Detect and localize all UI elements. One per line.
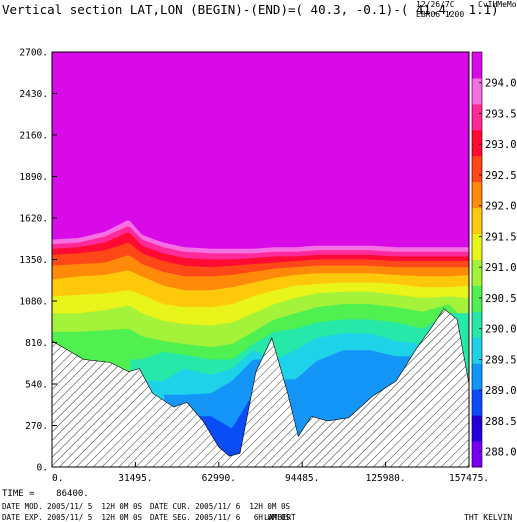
footer-time: TIME = 86400. <box>2 489 89 499</box>
colorbar-swatch <box>472 129 482 157</box>
y-tick-label: 1080. <box>19 297 48 308</box>
y-tick-label: 0. <box>37 463 48 474</box>
x-tick-label: 94485. <box>285 473 319 484</box>
colorbar-swatch <box>472 233 482 260</box>
x-tick-label: 31495. <box>118 473 152 484</box>
chart-title: Vertical section LAT,LON (BEGIN)-(END)=(… <box>2 2 499 17</box>
footer-projection: LAMBERT <box>264 513 296 522</box>
model-version: CvIHMeMos <box>478 0 517 9</box>
y-tick-label: 270. <box>25 421 48 432</box>
footer-date-mod: DATE MOD. 2005/11/ 5 12H 0M 0S <box>2 502 142 511</box>
y-tick-label: 1350. <box>19 255 48 266</box>
colorbar-swatch <box>472 285 482 312</box>
colorbar-swatch <box>472 337 482 364</box>
colorbar-swatch <box>472 77 482 105</box>
colorbar-label: 290.0 <box>485 324 517 336</box>
y-axis: 0. 270. 540. 810. 1080. 1350. 1620. 1890. 2160. 2… <box>19 48 57 474</box>
colorbar-label: 294.0 <box>485 78 517 90</box>
footer-variable: THT KELVIN <box>464 513 513 522</box>
y-tick-label: 1620. <box>19 214 48 225</box>
colorbar-label: 289.0 <box>485 385 517 397</box>
colorbar-swatch <box>472 389 482 416</box>
colorbar-swatch <box>472 207 482 235</box>
colorbar-swatch <box>472 181 482 209</box>
terrain-hatch <box>52 308 469 467</box>
colorbar-swatch <box>472 441 482 468</box>
x-tick-label: 62990. <box>202 473 236 484</box>
footer-date-seg: DATE SEG. 2005/11/ 6 6H 0M 0S <box>150 513 290 522</box>
y-tick-label: 540. <box>25 380 48 391</box>
y-tick-label: 2430. <box>19 89 48 100</box>
footer-date-cur: DATE CUR. 2005/11/ 6 12H 0M 0S <box>150 502 290 511</box>
x-axis: 0. 31495. 62990. 94485. 125980. 157475. <box>51 462 489 484</box>
colorbar-label: 291.0 <box>485 262 517 274</box>
colorbar-label: 293.0 <box>485 139 517 151</box>
colorbar-swatch <box>472 311 482 338</box>
y-tick-label: 2700. <box>19 48 48 59</box>
colorbar-label: 293.5 <box>485 108 517 120</box>
colorbar-label: 289.5 <box>485 354 517 366</box>
colorbar-swatch <box>472 415 482 442</box>
x-tick-label: 125980. <box>366 473 406 484</box>
colorbar-label: 288.0 <box>485 447 517 459</box>
colorbar-label: 292.5 <box>485 170 517 182</box>
colorbar-swatch <box>472 155 482 183</box>
y-tick-label: 2160. <box>19 131 48 142</box>
run-date: 12/26/7C <box>416 0 455 9</box>
colorbar-swatch <box>472 52 482 79</box>
colorbar-label: 288.5 <box>485 416 517 428</box>
colorbar-swatch <box>472 363 482 390</box>
footer-date-exp: DATE EXP. 2005/11/ 5 12H 0M 0S <box>2 513 142 522</box>
colorbar: 288.0 288.5 289.0 289.5 290.0 290.5 291.0 291.5… <box>471 51 517 468</box>
colorbar-swatch <box>472 103 482 131</box>
y-tick-label: 810. <box>25 338 48 349</box>
y-tick-label: 1890. <box>19 172 48 183</box>
x-tick-label: 0. <box>52 473 63 484</box>
case-id: EBR06 1200 <box>416 10 465 19</box>
colorbar-swatch <box>472 259 482 286</box>
colorbar-label: 290.5 <box>485 293 517 305</box>
colorbar-label: 292.0 <box>485 201 517 213</box>
colorbar-label: 291.5 <box>485 231 517 243</box>
x-tick-label: 157475. <box>449 473 489 484</box>
colorbar-frame <box>471 51 483 468</box>
